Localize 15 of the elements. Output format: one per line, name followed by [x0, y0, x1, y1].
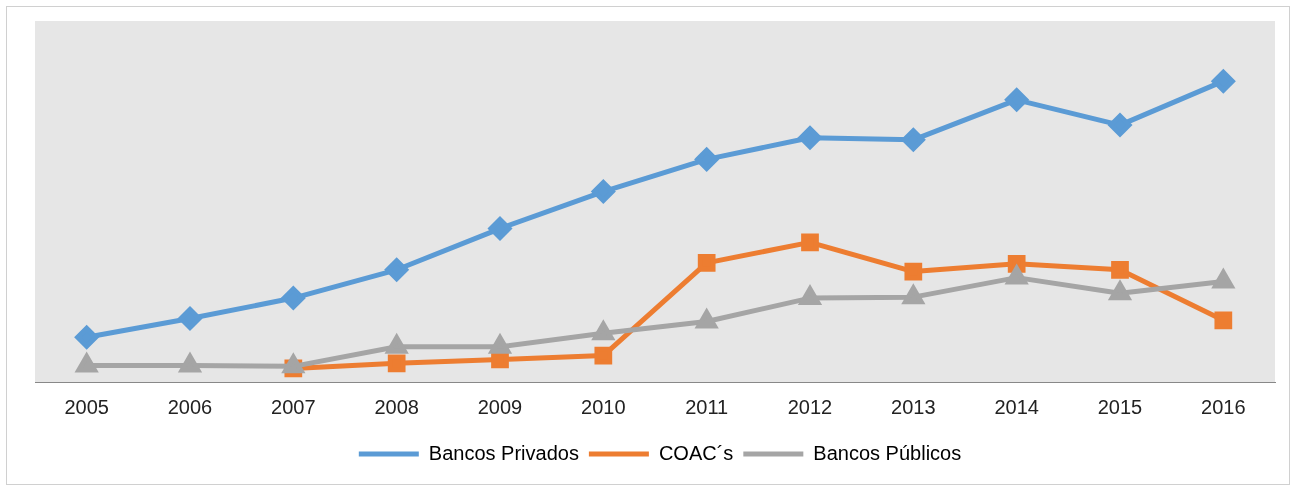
x-tick-label: 2006: [167, 395, 213, 418]
x-tick-label: 2011: [685, 395, 729, 418]
x-tick-label: 2013: [891, 395, 936, 418]
x-tick-label: 2014: [994, 395, 1039, 418]
x-tick-label: 2012: [787, 395, 833, 418]
x-tick-label: 2010: [581, 395, 626, 418]
legend-label: Bancos Públicos: [813, 441, 962, 464]
x-tick-label: 2016: [1201, 395, 1246, 418]
x-tick-label: 2005: [64, 395, 109, 418]
legend-label: Bancos Privados: [428, 441, 579, 464]
x-tick-label: 2007: [271, 395, 316, 418]
x-tick-label: 2008: [374, 395, 419, 418]
x-tick-label: 2009: [477, 395, 523, 418]
x-tick-label: 2015: [1097, 395, 1143, 418]
legend-label: COAC´s: [658, 441, 734, 464]
